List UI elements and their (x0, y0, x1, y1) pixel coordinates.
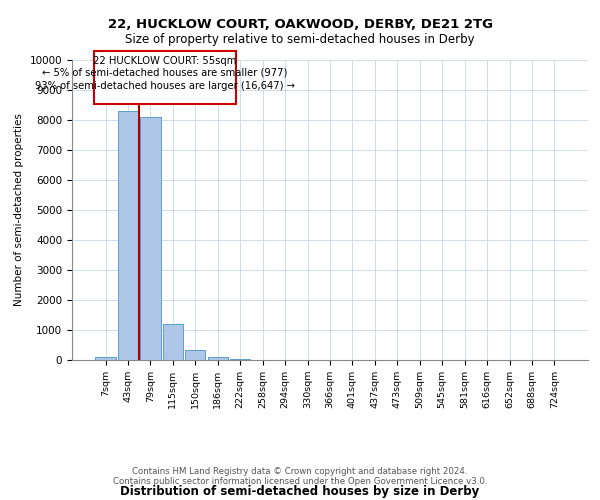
Bar (185, 350, 205, 360)
Text: Contains HM Land Registry data © Crown copyright and database right 2024.: Contains HM Land Registry data © Crown c… (132, 467, 468, 476)
Bar (208, 356, 228, 360)
Bar (163, 324, 183, 360)
Bar (95, 358, 116, 360)
Bar (94, 51, 236, 104)
Text: Contains public sector information licensed under the Open Government Licence v3: Contains public sector information licen… (113, 477, 487, 486)
Text: 22 HUCKLOW COURT: 55sqm: 22 HUCKLOW COURT: 55sqm (94, 56, 237, 66)
Text: Distribution of semi-detached houses by size in Derby: Distribution of semi-detached houses by … (121, 484, 479, 498)
Bar (140, 117, 161, 360)
Bar (118, 111, 138, 360)
Bar (230, 359, 250, 360)
Text: Size of property relative to semi-detached houses in Derby: Size of property relative to semi-detach… (125, 32, 475, 46)
Text: 93% of semi-detached houses are larger (16,647) →: 93% of semi-detached houses are larger (… (35, 81, 295, 91)
Text: ← 5% of semi-detached houses are smaller (977): ← 5% of semi-detached houses are smaller… (43, 68, 288, 78)
Text: 22, HUCKLOW COURT, OAKWOOD, DERBY, DE21 2TG: 22, HUCKLOW COURT, OAKWOOD, DERBY, DE21 … (107, 18, 493, 30)
Y-axis label: Number of semi-detached properties: Number of semi-detached properties (14, 114, 24, 306)
